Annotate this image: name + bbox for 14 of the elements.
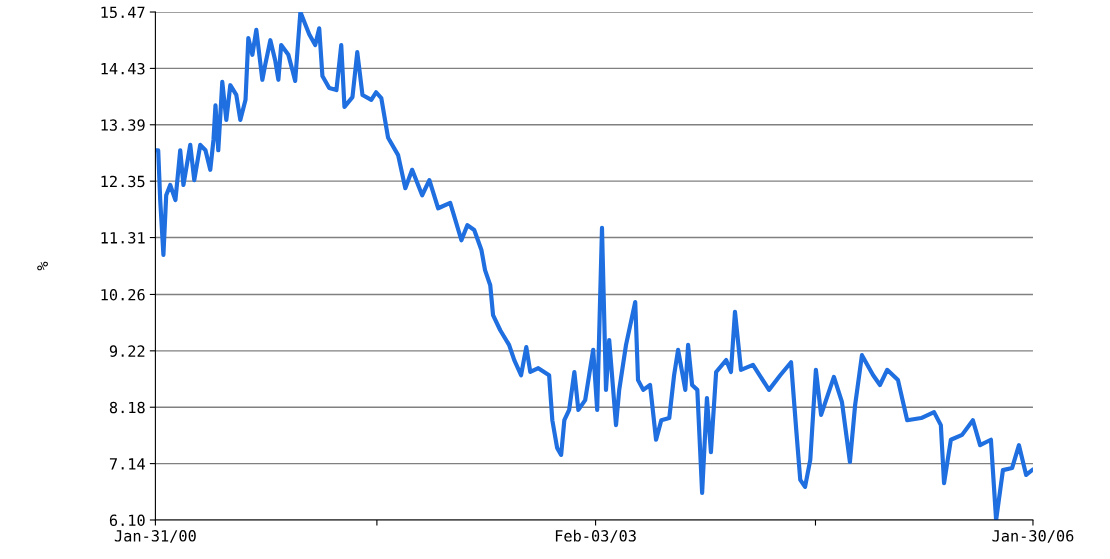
y-tick-label: 13.39 [101, 119, 145, 131]
y-tick-label: 15.47 [101, 6, 145, 19]
y-tick-label: 12.35 [101, 175, 145, 188]
y-tick-label: 11.31 [101, 232, 145, 244]
y-tick-label: 6.10 [109, 514, 145, 527]
x-tick-label: Jan-30/06 [992, 530, 1074, 543]
y-tick-label: 7.14 [109, 458, 145, 470]
y-tick-label: 9.22 [109, 345, 145, 357]
y-tick-label: 8.18 [109, 401, 145, 414]
x-tick-label: Feb-03/03 [555, 529, 636, 543]
x-tick-label: Jan-31/00 [114, 530, 196, 543]
y-tick-label: 14.43 [101, 62, 145, 75]
y-axis-title: % [37, 261, 48, 271]
y-tick-label: 10.26 [101, 288, 145, 301]
